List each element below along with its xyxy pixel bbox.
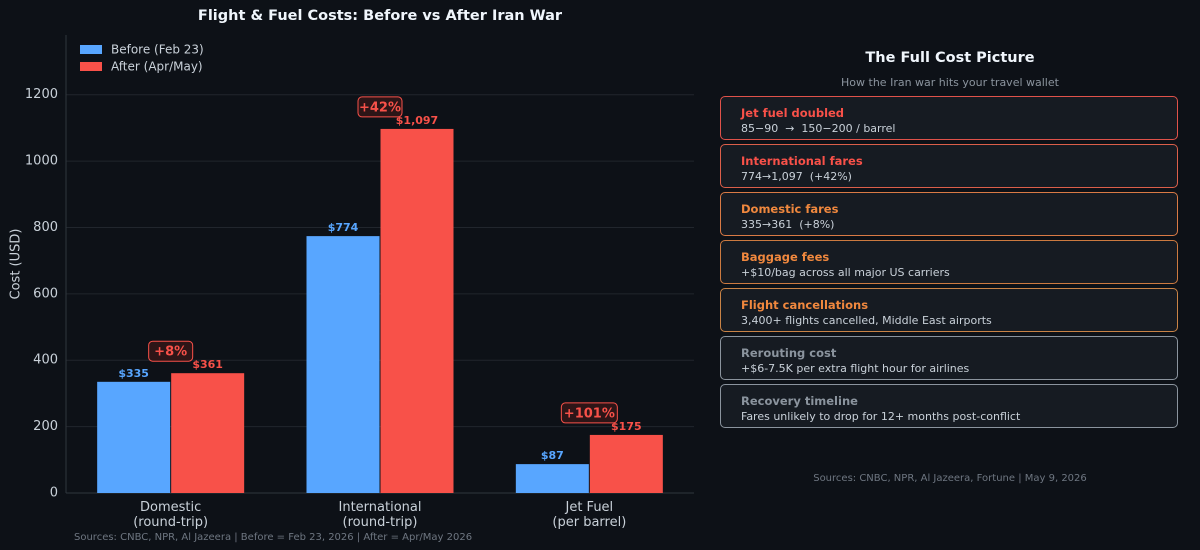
- bar: [589, 434, 663, 493]
- x-tick-label: Domestic (round-trip): [133, 500, 209, 530]
- card-detail: +$6-7.5K per extra flight hour for airli…: [741, 362, 970, 375]
- x-tick-label: International (round-trip): [338, 500, 422, 530]
- card-detail: 85−90 → 150−200 / barrel: [741, 122, 896, 135]
- cost-card: Recovery timeline Fares unlikely to drop …: [720, 384, 1178, 428]
- panel-title: The Full Cost Picture: [865, 50, 1035, 66]
- card-detail: +$10/bag across all major US carriers: [741, 266, 950, 279]
- value-label: $1,097: [396, 114, 438, 127]
- card-detail: Fares unlikely to drop for 12+ months po…: [741, 410, 1021, 423]
- value-label: $175: [611, 420, 642, 433]
- y-tick-label: 0: [50, 486, 58, 501]
- value-label: $335: [118, 367, 149, 380]
- legend-label: Before (Feb 23): [111, 43, 204, 57]
- y-tick-label: 400: [33, 353, 58, 368]
- chart: Flight & Fuel Costs: Before vs After Ira…: [9, 8, 694, 543]
- cost-card: International fares 774→1,097 (+42%): [720, 144, 1178, 188]
- annotation-box: [560, 402, 618, 424]
- legend-swatch: [80, 62, 102, 71]
- card-title: Recovery timeline: [741, 394, 858, 408]
- cost-card: Rerouting cost +$6-7.5K per extra flight …: [720, 336, 1178, 380]
- legend-label: After (Apr/May): [111, 60, 203, 74]
- y-tick-label: 1000: [25, 154, 58, 169]
- chart-source: Sources: CNBC, NPR, Al Jazeera | Before …: [74, 532, 472, 543]
- card-detail: 774→1,097 (+42%): [741, 170, 852, 183]
- bar: [97, 381, 171, 493]
- card-title: Rerouting cost: [741, 346, 837, 360]
- panel-subtitle: How the Iran war hits your travel wallet: [841, 76, 1059, 89]
- bar: [171, 373, 245, 493]
- card-title: Domestic fares: [741, 202, 839, 216]
- bar: [380, 128, 454, 493]
- bar: [515, 464, 589, 493]
- cost-card: Flight cancellations 3,400+ flights cance…: [720, 288, 1178, 332]
- card-title: Flight cancellations: [741, 298, 869, 312]
- chart-title: Flight & Fuel Costs: Before vs After Ira…: [198, 8, 563, 24]
- value-label: $87: [541, 449, 564, 462]
- y-tick-label: 800: [33, 220, 58, 235]
- card-title: Jet fuel doubled: [741, 106, 845, 120]
- annotation-box: [148, 340, 194, 362]
- x-tick-label: Jet Fuel (per barrel): [552, 500, 627, 530]
- x-tick-wrap: Jet Fuel (per barrel): [552, 500, 627, 530]
- card-title: International fares: [741, 154, 863, 168]
- y-tick-label: 600: [33, 286, 58, 301]
- card-detail: 3,400+ flights cancelled, Middle East ai…: [741, 314, 992, 327]
- annotation: +101%: [564, 406, 615, 421]
- card-detail: 335→361 (+8%): [741, 218, 835, 231]
- y-tick-label: 1200: [25, 87, 58, 102]
- cost-card: Jet fuel doubled 85−90 → 150−200 / barrel: [720, 96, 1178, 140]
- annotation-box: [357, 96, 403, 118]
- y-tick-label: 200: [33, 419, 58, 434]
- annotation: +8%: [154, 345, 187, 360]
- bar: [306, 236, 380, 493]
- panel-source: Sources: CNBC, NPR, Al Jazeera, Fortune …: [813, 473, 1087, 484]
- value-label: $361: [192, 358, 223, 371]
- card-title: Baggage fees: [741, 250, 830, 264]
- value-label: $774: [328, 221, 359, 234]
- y-axis-label: Cost (USD): [9, 229, 24, 300]
- cost-card: Baggage fees +$10/bag across all major US…: [720, 240, 1178, 284]
- annotation: +42%: [359, 100, 401, 115]
- x-tick-wrap: Domestic (round-trip): [133, 500, 209, 530]
- x-tick-wrap: International (round-trip): [338, 500, 422, 530]
- cost-card: Domestic fares 335→361 (+8%): [720, 192, 1178, 236]
- legend-swatch: [80, 45, 102, 54]
